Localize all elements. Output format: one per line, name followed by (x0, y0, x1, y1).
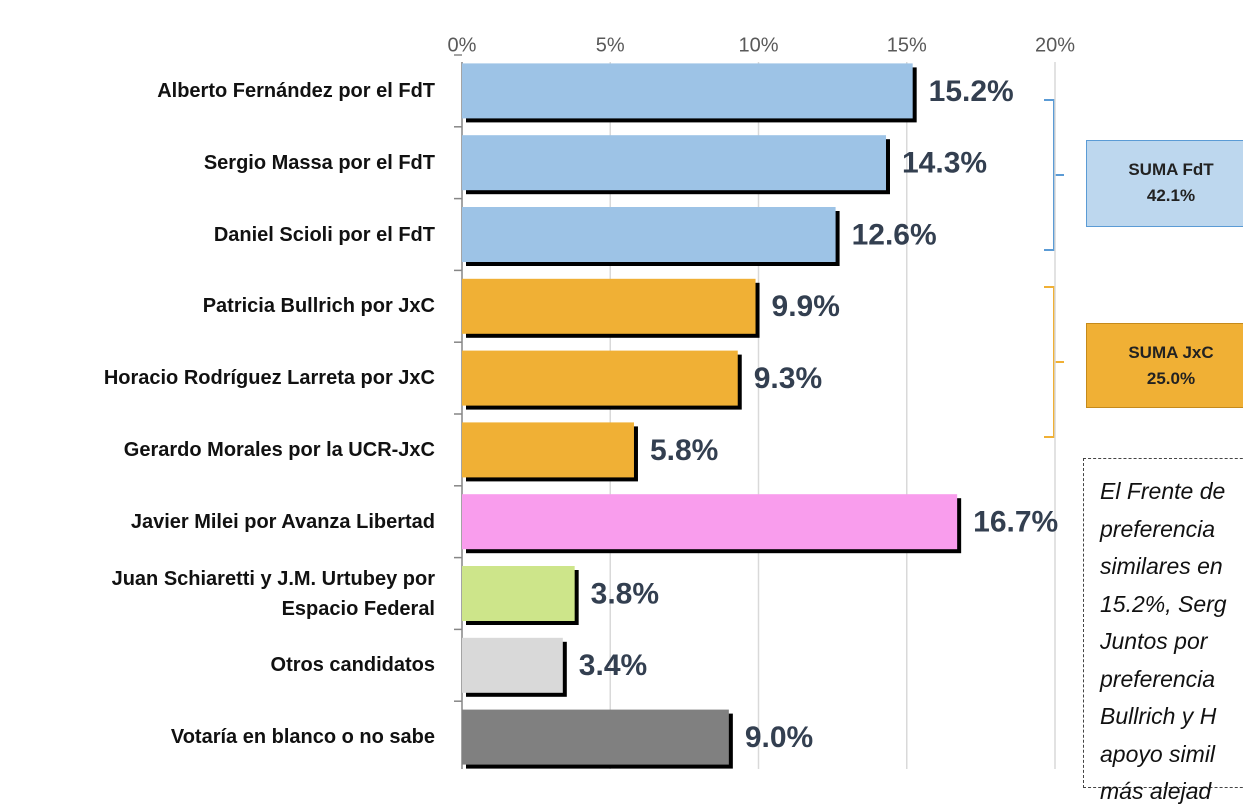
x-tick-label: 10% (738, 34, 778, 56)
y-tick-label: Votaría en blanco o no sabe (170, 726, 435, 749)
jxc-box-value: 25.0% (1146, 369, 1196, 388)
bar (462, 63, 913, 119)
y-tick-label: Javier Milei por Avanza Libertad (130, 510, 435, 533)
note-line: Bullrich y H (1100, 703, 1217, 729)
y-tick-label: Alberto Fernández por el FdT (157, 79, 435, 102)
y-tick-label: Otros candidatos (270, 654, 435, 677)
y-tick-label: Horacio Rodríguez Larreta por JxC (103, 367, 435, 390)
value-label: 3.4% (579, 649, 647, 682)
bar (462, 709, 729, 765)
bar (462, 422, 634, 478)
value-label: 12.6% (852, 218, 937, 251)
value-label: 9.9% (772, 290, 840, 323)
x-tick-label: 15% (887, 34, 927, 56)
bar (462, 207, 836, 262)
bar (462, 350, 738, 406)
y-tick-label: Patricia Bullrich por JxC (202, 295, 435, 318)
chart: 0% 5% 10% 15% 20% 15.2% 14.3% 12.6% 9.9% 9.3% 5.8%… (448, 34, 1075, 769)
bar (462, 566, 575, 621)
value-label: 3.8% (591, 577, 659, 610)
fdt-bracket (1044, 99, 1064, 251)
bar (462, 637, 563, 693)
jxc-box: SUMA JxC 25.0% (1086, 323, 1243, 408)
note-line: similares en (1100, 553, 1223, 579)
bar (462, 494, 958, 550)
note-line: El Frente de (1100, 478, 1226, 504)
note-line: preferencia (1100, 515, 1216, 542)
jxc-bracket (1044, 286, 1064, 438)
y-tick-label: Daniel Scioli por el FdT (213, 223, 435, 246)
value-label: 9.0% (745, 721, 813, 754)
x-tick-label: 5% (596, 34, 625, 56)
value-label: 14.3% (902, 147, 987, 180)
fdt-box-title: SUMA FdT (1128, 160, 1214, 179)
note-line: más alejad (1100, 778, 1212, 804)
note-line: apoyo simil (1100, 740, 1216, 767)
note-line: Juntos por (1100, 628, 1208, 654)
x-tick-label: 20% (1035, 34, 1075, 56)
fdt-box: SUMA FdT 42.1% (1086, 140, 1243, 227)
value-label: 15.2% (929, 75, 1014, 108)
y-tick-label: Sergio Massa por el FdT (203, 151, 435, 174)
note-line: preferencia (1100, 665, 1216, 692)
bar (462, 135, 886, 191)
value-label: 9.3% (754, 362, 822, 395)
page: {"chart_data": {"type": "bar", "orientat… (103, 34, 1243, 804)
value-label: 16.7% (973, 506, 1058, 539)
bar (462, 278, 756, 334)
note-box: El Frente de preferencia similares en 15.2%… (1083, 458, 1243, 804)
note-line: 15.2%, Serg (1100, 590, 1227, 617)
jxc-box-title: SUMA JxC (1128, 343, 1214, 362)
y-tick-label: Juan Schiaretti y J.M. Urtubey por Espac… (111, 567, 435, 620)
x-tick-label: 0% (448, 34, 477, 56)
value-label: 5.8% (650, 434, 718, 467)
y-tick-label: Gerardo Morales por la UCR-JxC (123, 438, 435, 461)
fdt-box-value: 42.1% (1146, 186, 1196, 205)
